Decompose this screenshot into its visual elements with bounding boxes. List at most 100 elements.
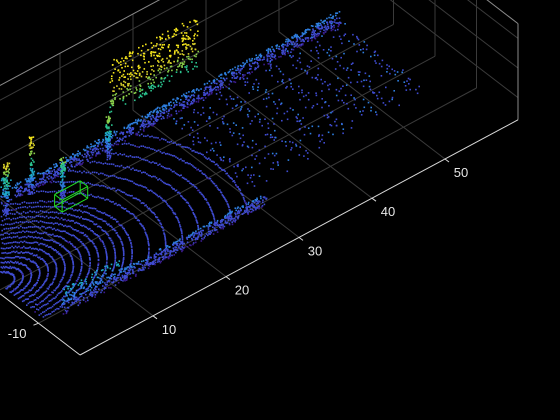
lidar-point <box>78 238 81 241</box>
lidar-point <box>370 106 372 109</box>
lidar-point <box>81 159 84 161</box>
lidar-point <box>77 150 79 153</box>
lidar-point <box>77 215 79 218</box>
lidar-point <box>328 88 330 91</box>
lidar-point <box>64 189 67 192</box>
lidar-point <box>304 31 306 34</box>
lidar-point <box>28 188 30 191</box>
lidar-point <box>81 204 83 206</box>
lidar-point <box>46 226 49 229</box>
lidar-point <box>101 229 103 231</box>
lidar-point <box>21 187 23 189</box>
lidar-point <box>0 271 2 273</box>
lidar-point <box>232 180 234 183</box>
lidar-point <box>130 144 132 146</box>
lidar-point <box>69 225 71 228</box>
lidar-point <box>236 164 239 167</box>
lidar-point <box>90 291 92 293</box>
lidar-point <box>350 94 352 96</box>
lidar-point <box>101 197 103 200</box>
lidar-point <box>24 227 26 229</box>
grid-line-y <box>38 87 477 324</box>
lidar-point <box>7 247 10 249</box>
lidar-point <box>110 217 112 219</box>
lidar-point <box>116 165 119 167</box>
lidar-point <box>347 76 350 79</box>
lidar-point <box>237 68 240 70</box>
lidar-point <box>126 57 128 60</box>
lidar-point <box>43 216 46 219</box>
lidar-point <box>30 147 33 149</box>
lidar-point <box>93 276 96 278</box>
lidar-point <box>129 155 132 157</box>
lidar-point <box>275 65 278 68</box>
lidar-point <box>62 183 65 185</box>
lidar-point <box>19 252 21 254</box>
lidar-point <box>117 220 119 223</box>
lidar-point <box>61 306 64 308</box>
lidar-point <box>41 215 44 218</box>
lidar-point <box>36 266 39 269</box>
lidar-point <box>208 224 210 227</box>
grid-line-z <box>0 0 188 101</box>
lidar-point <box>281 45 284 48</box>
lidar-point <box>85 278 87 280</box>
lidar-point <box>216 78 218 81</box>
lidar-point <box>189 134 191 136</box>
lidar-point <box>87 250 89 253</box>
lidar-point <box>336 61 339 63</box>
lidar-point <box>40 181 43 184</box>
lidar-point <box>30 253 32 255</box>
lidar-point <box>5 184 8 186</box>
lidar-point <box>164 238 167 240</box>
lidar-point <box>114 259 116 262</box>
lidar-point <box>199 152 201 155</box>
lidar-point <box>50 299 52 302</box>
lidar-point <box>196 169 198 171</box>
lidar-point <box>52 248 54 250</box>
lidar-point <box>104 247 106 250</box>
lidar-point <box>178 64 181 66</box>
lidar-point <box>125 94 128 97</box>
lidar-point <box>95 223 98 225</box>
lidar-point <box>8 162 11 165</box>
lidar-point <box>138 67 140 70</box>
lidar-point <box>118 165 121 168</box>
lidar-point <box>32 254 35 257</box>
lidar-point <box>259 118 261 121</box>
lidar-point <box>300 43 303 46</box>
lidar-point <box>188 37 191 39</box>
lidar-point <box>110 133 112 135</box>
lidar-point <box>272 168 274 170</box>
lidar-point <box>201 237 203 240</box>
lidar-point <box>15 226 18 229</box>
lidar-point <box>112 268 115 270</box>
lidar-point <box>141 71 144 73</box>
lidar-point <box>258 59 260 61</box>
lidar-point <box>69 289 72 292</box>
lidar-point <box>91 241 94 243</box>
lidar-point <box>48 307 51 309</box>
lidar-point <box>274 103 277 105</box>
lidar-point <box>101 281 104 283</box>
lidar-point <box>255 143 257 145</box>
lidar-point <box>130 91 133 93</box>
lidar-point <box>319 44 321 47</box>
lidar-point <box>92 149 94 152</box>
lidar-point <box>13 186 16 189</box>
lidar-point <box>72 169 74 172</box>
lidar-point <box>54 170 56 173</box>
lidar-point <box>128 271 131 274</box>
lidar-point <box>187 162 190 165</box>
lidar-point <box>33 293 36 295</box>
lidar-point <box>149 256 152 259</box>
lidar-point <box>180 248 182 251</box>
lidar-point <box>222 169 224 171</box>
lidar-point <box>191 208 193 211</box>
lidar-point <box>353 103 356 106</box>
lidar-point <box>181 240 184 243</box>
lidar-point <box>222 81 224 84</box>
lidar-point <box>98 218 101 220</box>
lidar-point <box>396 71 399 73</box>
